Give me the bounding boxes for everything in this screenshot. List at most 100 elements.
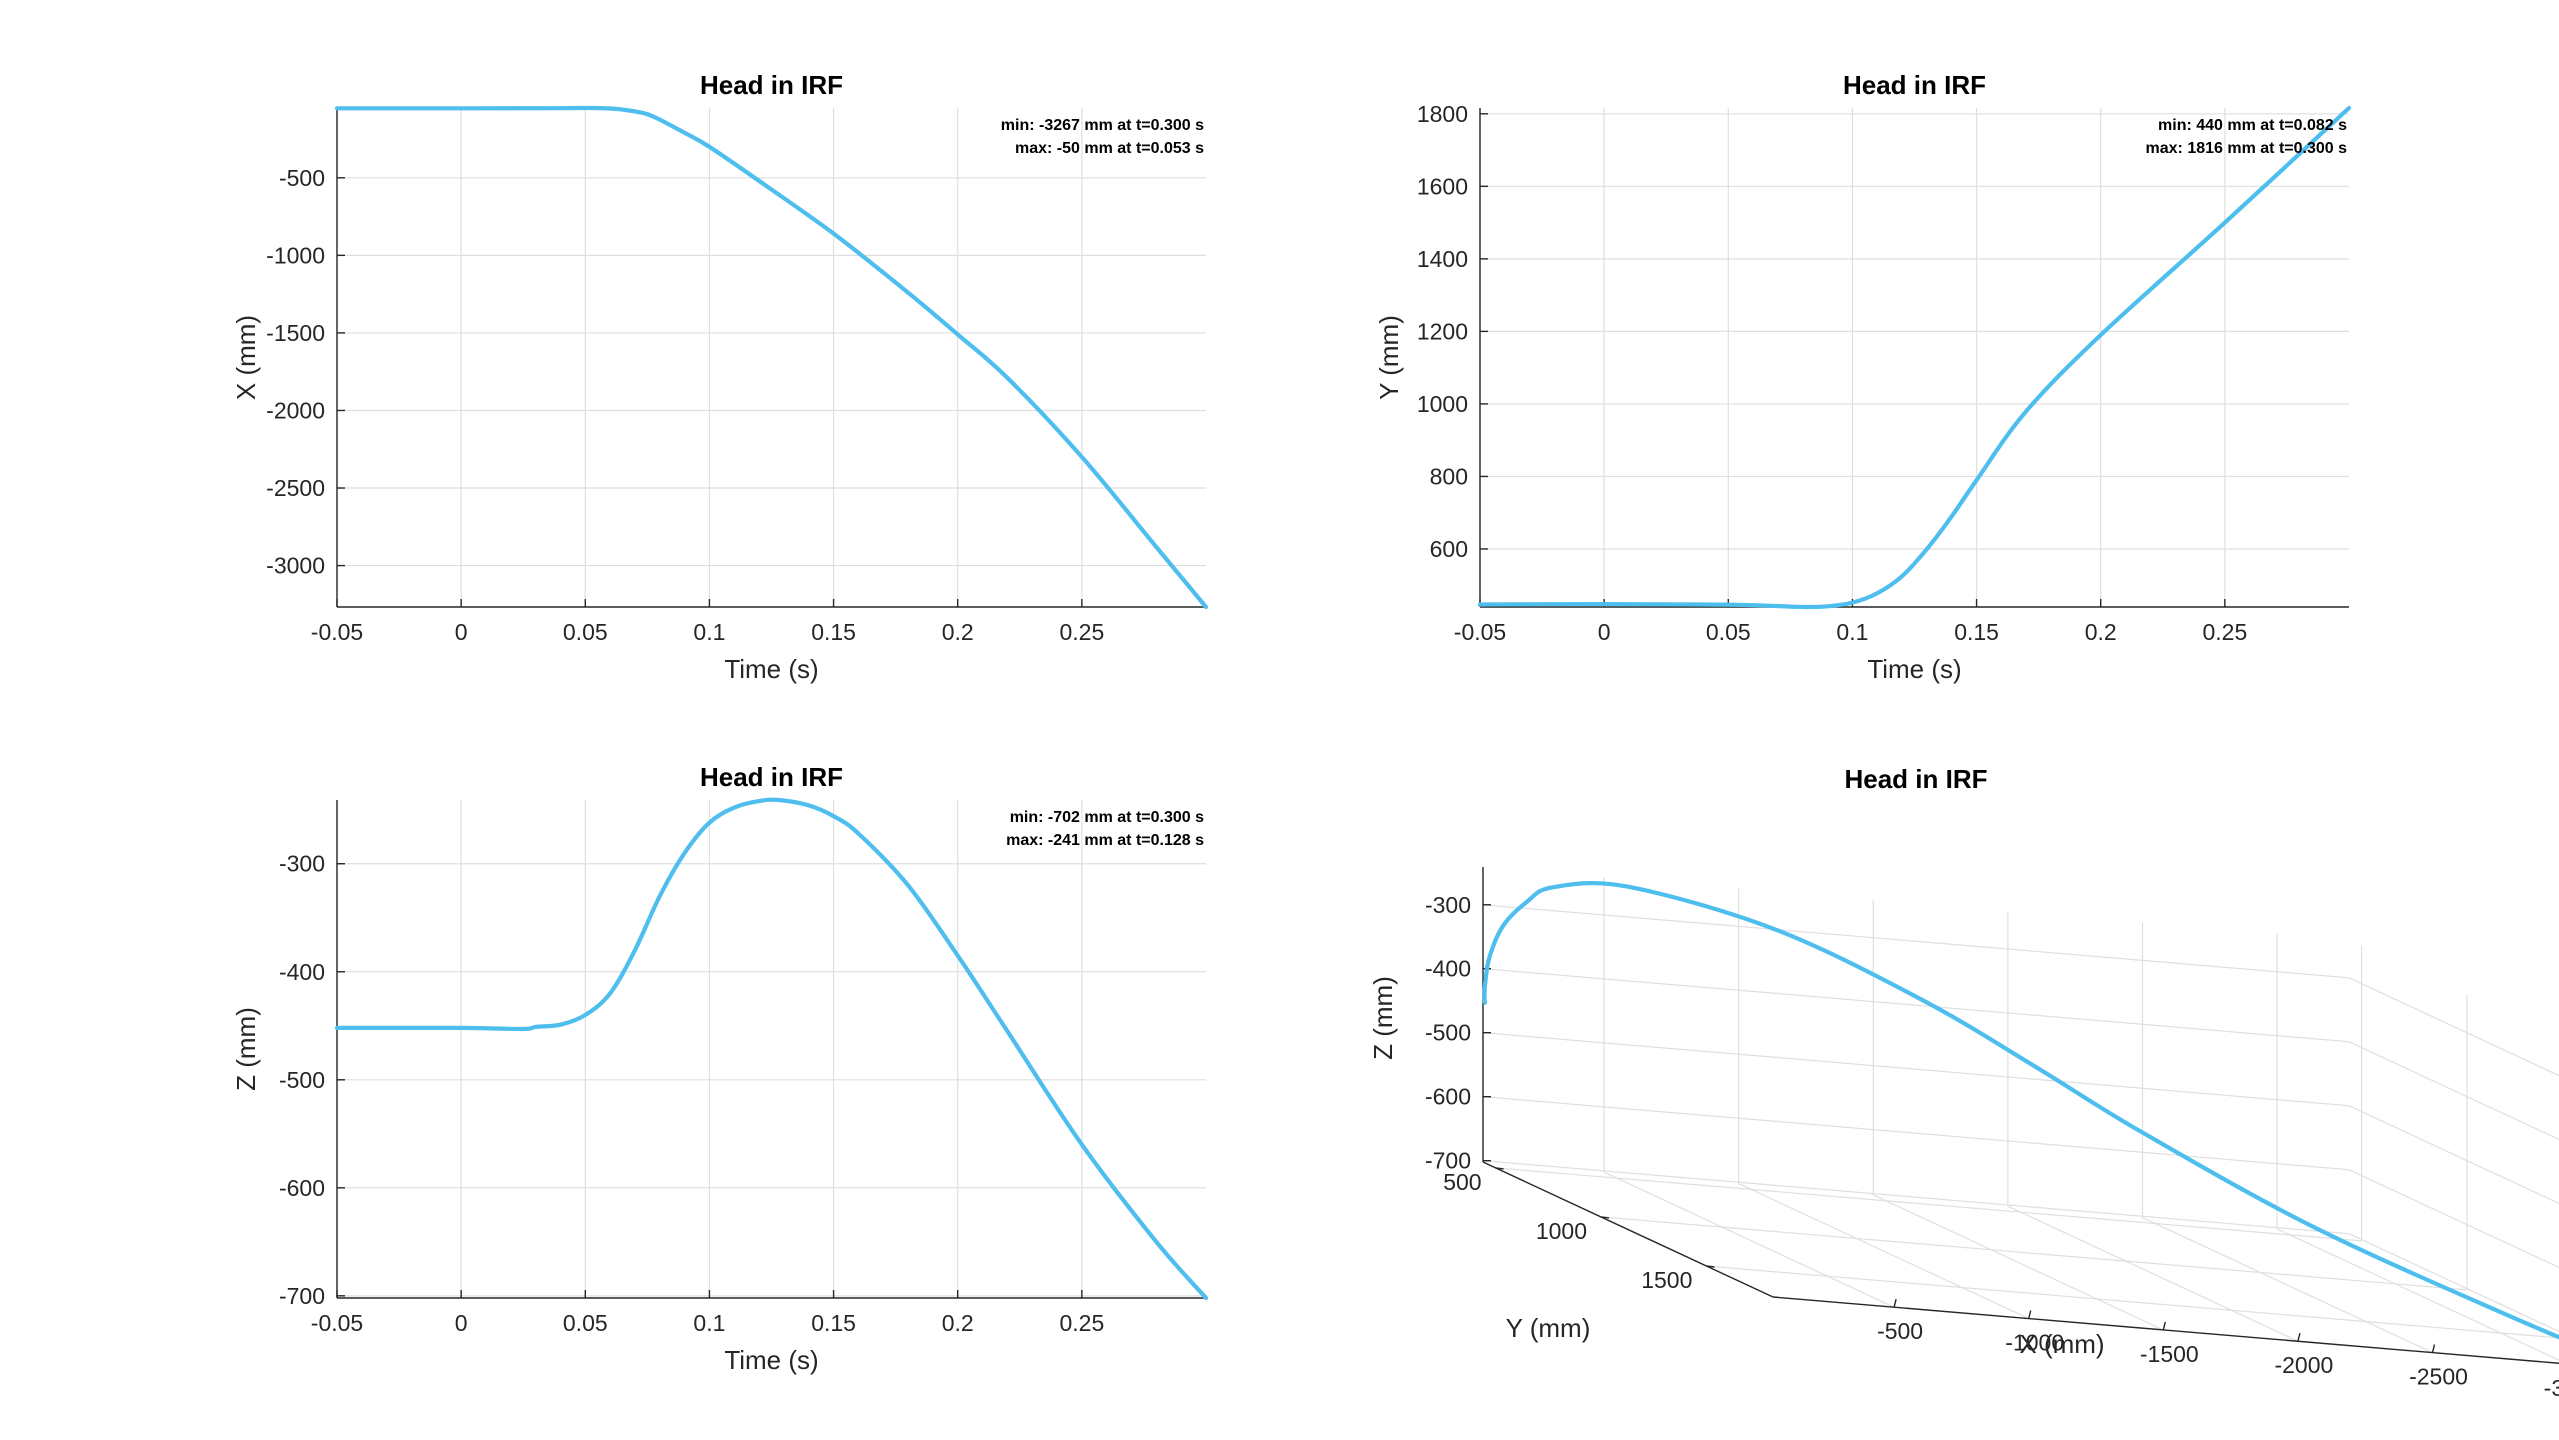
x-tick-label: 0.15	[811, 619, 856, 645]
x-tick-label: -1500	[2140, 1341, 2199, 1367]
y-tick-mark	[1706, 1265, 1715, 1268]
x-tick-label: -0.05	[1454, 619, 1506, 645]
series-line	[1477, 105, 2352, 610]
chart-y-vs-time: -0.05 0 0.05 0.1 0.15 0.2 0.25 600 800 1000 1200 14…	[1374, 70, 2352, 684]
chart-z-vs-time: -0.05 0 0.05 0.1 0.15 0.2 0.25 -700 -600 -500 -400…	[231, 762, 1209, 1375]
y-tick-label: 1500	[1641, 1267, 1692, 1293]
y-axis-line	[1482, 1161, 1774, 1298]
x-tick-label: -1000	[2005, 1330, 2064, 1356]
x-tick-label: 0.15	[811, 1310, 856, 1336]
y-axis-label: Y (mm)	[1374, 315, 1404, 400]
x-tick-label: 0.1	[693, 619, 725, 645]
back-wall-gridline-z	[1482, 904, 2350, 979]
x-tick-label: 0.05	[1706, 619, 1751, 645]
side-wall-gridline-z	[2348, 1105, 2559, 1205]
y-tick-label: -2500	[266, 475, 325, 501]
z-axis-label: Z (mm)	[1368, 976, 1398, 1060]
x-tick-label: 0.2	[942, 619, 974, 645]
y-tick-label: 1000	[1417, 391, 1468, 417]
x-tick-label: 0	[455, 619, 468, 645]
floor-gridline-x	[2276, 1228, 2559, 1361]
x-tick-mark	[2028, 1310, 2032, 1319]
max-annotation: max: -50 mm at t=0.053 s	[1015, 140, 1204, 157]
x-tick-label: 0.1	[1836, 619, 1868, 645]
x-tick-mark	[2162, 1321, 2166, 1331]
min-annotation: min: -702 mm at t=0.300 s	[1010, 809, 1204, 826]
y-tick-label: 1600	[1417, 173, 1468, 199]
side-wall-gridline-z	[2348, 1041, 2559, 1141]
x-tick-mark	[2431, 1344, 2436, 1353]
back-wall-gridline-z	[1482, 1160, 2350, 1235]
y-tick-label: 800	[1430, 463, 1468, 489]
back-wall-gridline-z	[1482, 1032, 2350, 1107]
x-tick-label: 0.05	[563, 1310, 608, 1336]
y-tick-label: 1000	[1536, 1218, 1587, 1244]
x-axis-label: X (mm)	[2019, 1329, 2104, 1359]
chart-title: Head in IRF	[700, 762, 843, 792]
y-tick-label: -500	[279, 1067, 325, 1093]
series-line	[334, 797, 1209, 1301]
y-tick-label: -300	[279, 851, 325, 877]
y-tick-label: -400	[279, 959, 325, 985]
floor-gridline-y	[1495, 1167, 2362, 1242]
x-axis-label: Time (s)	[1867, 654, 1961, 684]
x-tick-label: -500	[1877, 1318, 1923, 1344]
y-tick-label: 1800	[1417, 101, 1468, 127]
x-tick-label: 0.2	[942, 1310, 974, 1336]
y-tick-mark	[1495, 1167, 1504, 1170]
x-tick-label: 0.25	[1059, 619, 1104, 645]
min-annotation: min: -3267 mm at t=0.300 s	[1001, 117, 1204, 134]
x-tick-label: -3000	[2544, 1375, 2559, 1401]
y-tick-label: 1400	[1417, 246, 1468, 272]
y-tick-label: -1000	[266, 242, 325, 268]
x-tick-label: -0.05	[311, 619, 363, 645]
x-tick-label: -0.05	[311, 1310, 363, 1336]
x-axis-line	[1772, 1296, 2559, 1364]
side-wall-gridline-z	[2348, 977, 2559, 1077]
side-wall-gridline-z	[2348, 1169, 2559, 1269]
y-tick-label: -2000	[266, 397, 325, 423]
y-tick-mark	[1600, 1216, 1610, 1219]
x-tick-mark	[2297, 1333, 2301, 1342]
z-tick-label: -600	[1425, 1084, 1471, 1110]
y-tick-label: 500	[1443, 1169, 1481, 1195]
chart-x-vs-time: -0.05 0 0.05 0.1 0.15 0.2 0.25 -3000 -2500 -2000 -…	[231, 70, 1209, 684]
x-tick-label: -2000	[2274, 1352, 2333, 1378]
max-annotation: max: 1816 mm at t=0.300 s	[2146, 140, 2348, 157]
chart-title: Head in IRF	[1843, 70, 1986, 100]
back-wall-gridline-z	[1482, 1096, 2350, 1171]
y-axis-label: Z (mm)	[231, 1007, 261, 1091]
z-tick-label: -400	[1425, 956, 1471, 982]
z-tick-label: -300	[1425, 892, 1471, 918]
floor-gridline-x	[2007, 1205, 2299, 1342]
floor-gridline-x	[1603, 1171, 1895, 1308]
x-tick-label: 0.1	[693, 1310, 725, 1336]
x-tick-label: 0.25	[2202, 619, 2247, 645]
floor-gridline-y	[1600, 1216, 2468, 1291]
y-tick-label: 1200	[1417, 318, 1468, 344]
x-tick-label: 0	[455, 1310, 468, 1336]
y-tick-label: 600	[1430, 536, 1468, 562]
x-axis-label: Time (s)	[724, 654, 818, 684]
z-tick-label: -500	[1425, 1020, 1471, 1046]
floor-gridline-x	[1873, 1194, 2164, 1331]
back-wall-gridline-z	[1482, 968, 2350, 1043]
series-line	[334, 105, 1209, 610]
x-tick-label: 0.15	[1954, 619, 1999, 645]
y-tick-label: -600	[279, 1175, 325, 1201]
floor-gridline-x	[2142, 1217, 2433, 1354]
y-axis-label: Y (mm)	[1506, 1313, 1591, 1343]
x-tick-label: -2500	[2409, 1364, 2468, 1390]
x-tick-label: 0.25	[1059, 1310, 1104, 1336]
y-axis-label: X (mm)	[231, 315, 261, 400]
y-tick-label: -700	[279, 1283, 325, 1309]
y-tick-label: -1500	[266, 320, 325, 346]
side-wall-gridline-z	[2348, 1233, 2559, 1333]
chart-title: Head in IRF	[1844, 764, 1987, 794]
trajectory-line	[1482, 880, 2559, 1340]
min-annotation: min: 440 mm at t=0.082 s	[2158, 117, 2347, 134]
chart-title: Head in IRF	[700, 70, 843, 100]
y-tick-label: -3000	[266, 553, 325, 579]
x-tick-label: 0.2	[2085, 619, 2117, 645]
